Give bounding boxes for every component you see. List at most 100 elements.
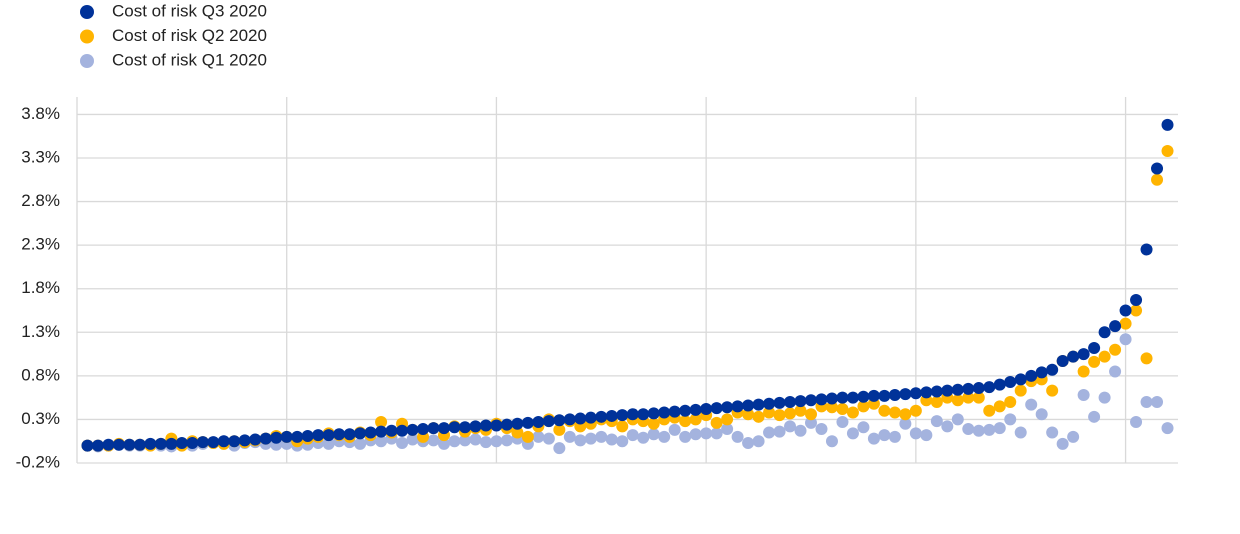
data-point xyxy=(752,410,765,423)
data-point xyxy=(1077,389,1090,402)
data-point xyxy=(521,416,534,429)
data-point xyxy=(836,391,849,404)
data-point xyxy=(354,437,367,450)
data-point xyxy=(972,382,985,395)
data-point xyxy=(406,423,419,436)
data-point xyxy=(1067,430,1080,443)
data-point xyxy=(322,437,335,450)
data-point xyxy=(1130,416,1143,429)
data-point xyxy=(647,428,660,441)
data-point xyxy=(469,433,482,446)
data-point xyxy=(385,424,398,437)
data-point xyxy=(846,391,859,404)
data-point xyxy=(584,411,597,424)
data-point xyxy=(542,432,555,445)
data-point xyxy=(217,435,230,448)
data-point xyxy=(1140,396,1153,408)
data-point xyxy=(920,386,933,399)
data-point xyxy=(805,408,817,421)
data-point xyxy=(417,423,430,436)
data-point xyxy=(1119,304,1132,317)
data-point xyxy=(857,400,870,413)
data-point xyxy=(909,387,922,400)
data-point xyxy=(448,421,461,434)
data-point xyxy=(175,436,188,449)
y-tick-label: 3.8% xyxy=(21,104,60,123)
data-point xyxy=(1109,365,1122,378)
data-point xyxy=(595,430,608,443)
data-point xyxy=(438,437,450,450)
data-point xyxy=(658,406,671,419)
data-point xyxy=(438,422,450,435)
data-point xyxy=(930,396,943,408)
data-point xyxy=(1056,437,1069,450)
data-point xyxy=(731,430,744,443)
data-point xyxy=(91,439,104,452)
data-point xyxy=(490,419,503,432)
data-point xyxy=(742,436,755,449)
data-point xyxy=(458,421,471,434)
data-point xyxy=(626,429,639,442)
data-point xyxy=(448,435,461,448)
y-tick-label: 2.3% xyxy=(21,235,60,254)
data-point xyxy=(899,388,912,401)
y-tick-label: 1.3% xyxy=(21,322,60,341)
data-point xyxy=(721,401,734,414)
data-point xyxy=(81,439,94,452)
data-point xyxy=(154,437,167,450)
data-point xyxy=(343,428,356,441)
data-point xyxy=(1161,422,1174,435)
data-point xyxy=(1151,173,1164,186)
data-point xyxy=(1077,365,1090,378)
legend-marker xyxy=(80,54,94,68)
y-tick-label: 0.3% xyxy=(21,409,60,428)
data-point xyxy=(805,416,817,429)
data-point xyxy=(1014,426,1027,439)
data-point xyxy=(605,409,618,422)
data-point xyxy=(941,420,954,433)
data-point xyxy=(825,401,838,414)
data-point xyxy=(721,413,734,426)
data-point xyxy=(1025,398,1038,411)
data-point xyxy=(930,385,943,398)
data-point xyxy=(836,402,849,415)
data-point xyxy=(689,413,702,426)
data-point xyxy=(773,396,786,409)
data-point xyxy=(553,442,566,455)
data-point xyxy=(259,432,272,445)
data-point xyxy=(563,430,576,443)
data-point xyxy=(1014,373,1027,386)
data-point xyxy=(742,408,755,421)
data-point xyxy=(951,413,964,426)
y-tick-label: -0.2% xyxy=(16,452,60,471)
data-point xyxy=(784,407,797,420)
data-point xyxy=(1109,320,1122,333)
data-point xyxy=(700,427,713,440)
data-point xyxy=(763,426,776,439)
data-point xyxy=(291,430,304,443)
y-tick-label: 0.8% xyxy=(21,365,60,384)
data-point xyxy=(469,420,482,433)
data-point xyxy=(458,434,471,447)
data-point xyxy=(825,435,838,448)
data-point xyxy=(1035,408,1048,421)
data-point xyxy=(647,407,660,420)
data-point xyxy=(867,432,880,445)
data-point xyxy=(280,430,293,443)
data-point xyxy=(1098,326,1111,339)
data-point xyxy=(574,412,587,425)
data-point xyxy=(427,434,440,447)
data-point xyxy=(1088,410,1101,423)
data-point xyxy=(616,420,629,433)
data-point xyxy=(857,421,870,434)
data-point xyxy=(689,428,702,441)
data-point xyxy=(668,405,681,418)
data-point xyxy=(584,432,597,445)
data-point xyxy=(133,438,146,451)
data-point xyxy=(238,434,251,447)
data-point xyxy=(1004,375,1017,388)
data-point xyxy=(375,435,388,448)
data-point xyxy=(846,406,859,419)
